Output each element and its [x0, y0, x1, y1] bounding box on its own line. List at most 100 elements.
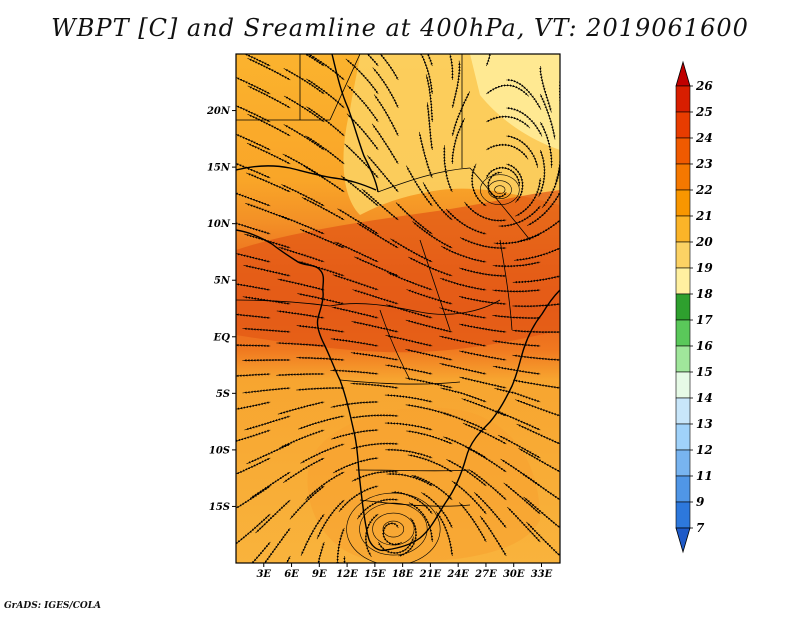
streamline [338, 485, 379, 512]
streamline [486, 84, 530, 97]
streamline [336, 527, 345, 563]
streamline [486, 115, 531, 129]
streamline [384, 394, 433, 403]
colorbar-label: 23 [695, 157, 713, 171]
streamline [247, 113, 291, 137]
streamline [559, 109, 560, 155]
lon-label: 21E [419, 569, 442, 580]
streamline [441, 245, 487, 263]
streamline [492, 314, 541, 320]
colorbar-swatch [675, 85, 691, 113]
lon-label: 15E [364, 569, 386, 580]
streamline [435, 511, 454, 557]
colorbar-swatch [675, 345, 691, 373]
streamline [387, 272, 433, 291]
country-borders [236, 54, 531, 507]
streamline [439, 335, 487, 347]
streamline [236, 513, 271, 545]
map-title: WBPT [C] and Sreamline at 400hPa, VT: 20… [51, 14, 749, 42]
streamline [512, 275, 560, 284]
streamline [242, 327, 291, 333]
streamline [246, 142, 291, 165]
streamline [276, 341, 325, 347]
circulation-ring [494, 185, 506, 195]
streamline [277, 278, 325, 291]
circulation-ring [487, 180, 512, 200]
colorbar-label: 22 [695, 183, 713, 197]
streamline [539, 93, 556, 140]
streamline [303, 165, 345, 193]
streamline [357, 498, 399, 520]
streamline [494, 388, 541, 403]
streamline [296, 324, 345, 333]
colorbar: 26 25 24 23 22 21 20 19 18 17 16 15 14 13 12 11 9 7 [675, 60, 713, 554]
streamline [439, 307, 487, 319]
streamline [242, 358, 291, 362]
streamline [384, 421, 433, 431]
colorbar-swatch [675, 423, 691, 451]
colorbar-swatch [675, 397, 691, 425]
colorbar-bottom-arrow [675, 527, 691, 554]
streamline [330, 369, 379, 375]
streamline [459, 350, 507, 361]
lon-label: 3E [256, 569, 271, 580]
streamline [361, 188, 399, 221]
colorbar-label: 16 [696, 339, 713, 353]
colorbar-swatch [675, 267, 691, 295]
colorbar-label: 13 [696, 417, 713, 431]
streamline [523, 496, 560, 529]
streamline [479, 515, 507, 557]
lon-label: 6E [284, 569, 299, 580]
streamline [276, 310, 325, 319]
streamline [459, 376, 507, 389]
streamline [357, 222, 399, 249]
colorbar-label: 11 [696, 469, 713, 483]
longitude-axis: 3E 6E 9E 12E 15E 18E 21E 24E 27E 30E 33E [256, 563, 553, 580]
streamline [459, 267, 507, 278]
streamline [512, 354, 560, 362]
circulation-ring [382, 520, 405, 538]
streamline [406, 430, 453, 445]
streamline [492, 340, 541, 348]
lon-label: 18E [392, 569, 414, 580]
streamline [332, 274, 379, 291]
streamline [408, 502, 434, 543]
streamline [296, 356, 345, 362]
streamline [305, 135, 345, 165]
streamline [515, 399, 560, 417]
colorbar-label: 26 [695, 79, 713, 93]
streamline [246, 172, 291, 193]
streamline [408, 256, 453, 277]
streamline [351, 321, 399, 333]
streamline [236, 222, 271, 235]
lon-label: 9E [312, 569, 327, 580]
streamline [526, 521, 560, 557]
streamline [317, 541, 325, 563]
streamline [331, 306, 379, 319]
colorbar-label: 18 [696, 287, 713, 301]
streamline [486, 143, 529, 160]
streamline [516, 423, 560, 445]
streamline [406, 289, 453, 305]
streamline [492, 365, 541, 375]
colorbar-label: 9 [696, 495, 705, 509]
streamline [512, 302, 560, 308]
streamline [459, 237, 507, 250]
colorbar-label: 20 [695, 235, 713, 249]
streamline [422, 182, 453, 221]
streamline [332, 457, 379, 474]
streamline [407, 454, 453, 473]
streamline [506, 134, 538, 168]
streamline [300, 513, 325, 556]
streamline [405, 319, 453, 333]
colorbar-label: 21 [695, 209, 713, 223]
lon-label: 24E [446, 569, 469, 580]
map-frame [235, 53, 561, 564]
streamline [540, 121, 553, 169]
streamline [236, 252, 271, 263]
colorbar-top-arrow [675, 60, 691, 87]
streamline [367, 155, 399, 193]
lon-label: 27E [474, 569, 497, 580]
streamline [330, 338, 379, 347]
